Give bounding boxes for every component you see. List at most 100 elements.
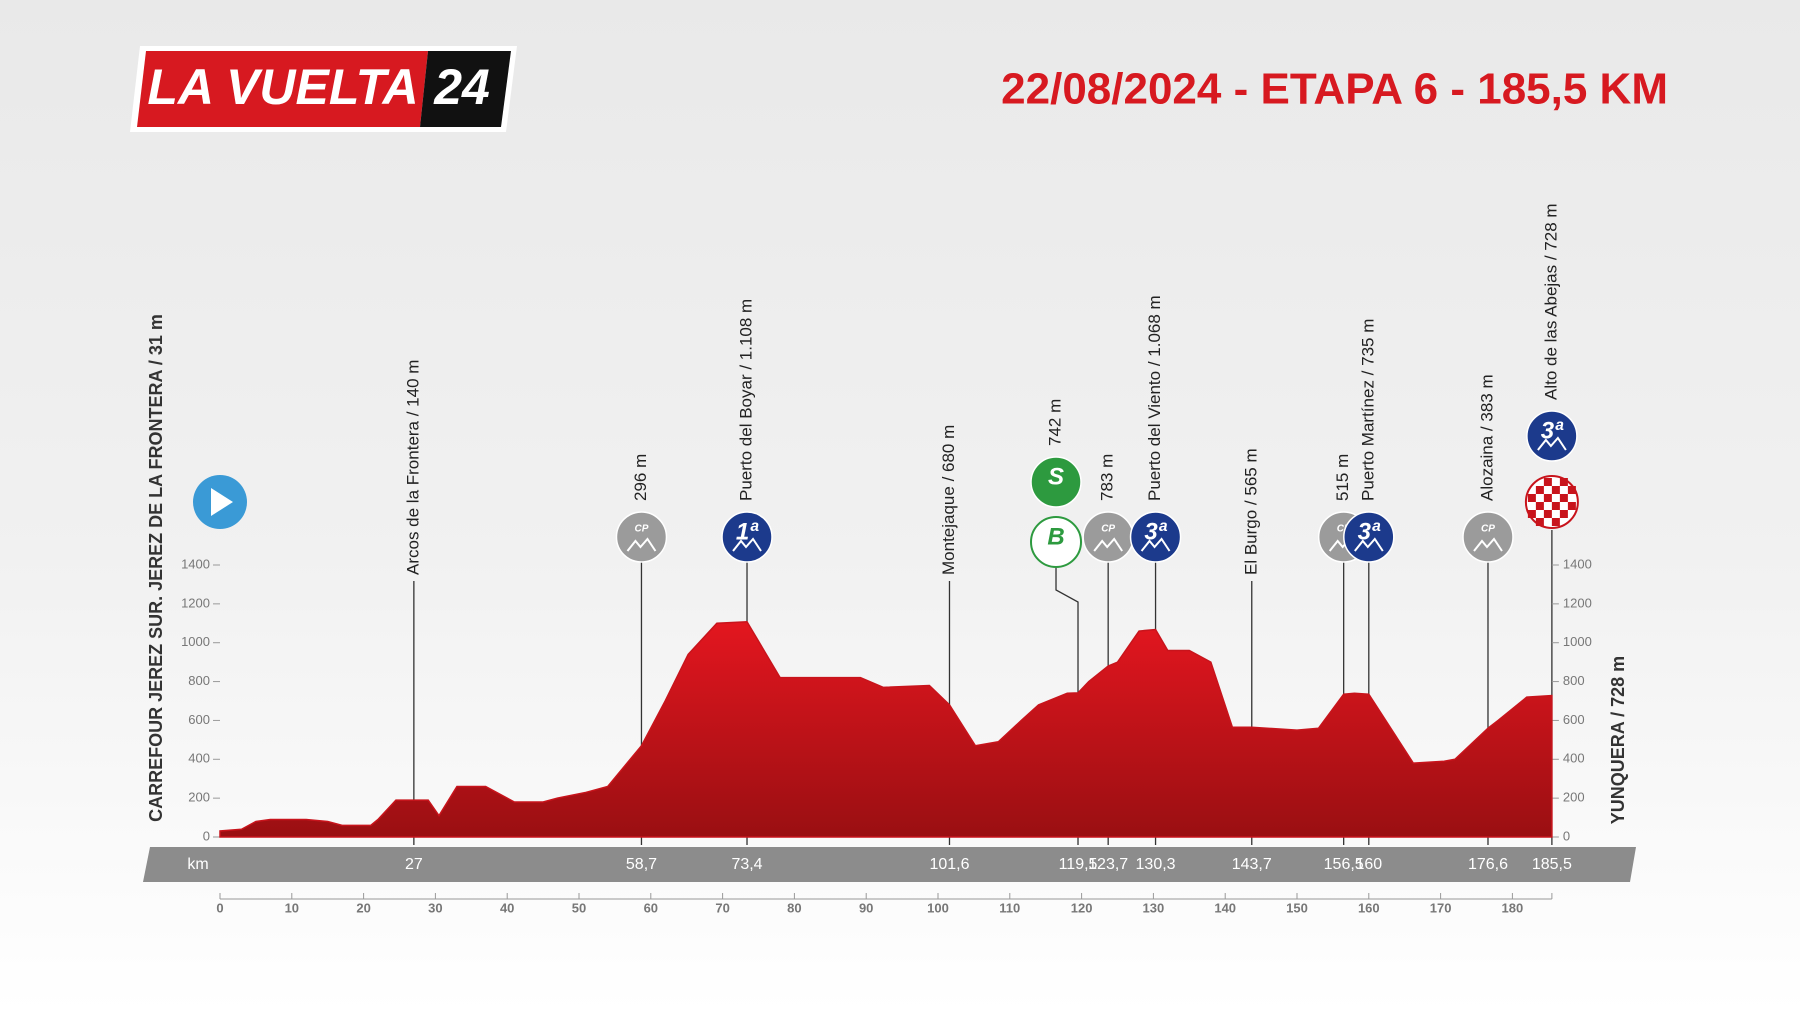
logo-name: LA VUELTA [147, 59, 418, 115]
flag-square [1543, 478, 1552, 486]
x-tick-label: 90 [859, 900, 873, 915]
badge: CP [615, 511, 668, 563]
start-label: CARREFOUR JEREZ SUR. JEREZ DE LA FRONTER… [146, 314, 166, 822]
y-tick-label-right: 1400 [1563, 556, 1592, 571]
flag-square [1551, 486, 1560, 494]
badge-circle [1030, 516, 1083, 568]
y-tick-label-right: 400 [1563, 751, 1585, 766]
flag-square [1559, 494, 1568, 502]
badge: CP [1462, 511, 1514, 563]
badge-text: CP [1101, 524, 1115, 535]
x-tick-label: 120 [1071, 900, 1093, 915]
flag-square [1543, 510, 1552, 518]
flag-square [1559, 510, 1568, 518]
badge-text: S [1048, 463, 1064, 490]
badge-mountain [626, 537, 657, 552]
x-tick-label: 60 [644, 900, 658, 915]
point-label: 783 m [1098, 454, 1117, 501]
point-label: 296 m [631, 454, 650, 501]
point-label: Puerto Martínez / 735 m [1358, 319, 1377, 501]
x-tick-label: 70 [715, 900, 729, 915]
point-label: Puerto del Boyar / 1.108 m [736, 299, 755, 501]
badge-mountain [1140, 537, 1171, 552]
y-tick-label-right: 1200 [1563, 595, 1592, 610]
x-tick-label: 110 [999, 900, 1020, 915]
flag-square [1527, 510, 1536, 518]
chart-title: 22/08/2024 - ETAPA 6 - 185,5 KM [1001, 65, 1668, 114]
badge: B [1030, 516, 1083, 568]
y-tick-label: 1200 [181, 595, 210, 610]
badge-mountain [1537, 436, 1567, 451]
point-label: El Burgo / 565 m [1241, 448, 1260, 575]
flag-square [1551, 502, 1560, 510]
km-label: 73,4 [731, 856, 762, 873]
badge: 3ª [1343, 511, 1395, 563]
y-tick-label-right: 200 [1563, 790, 1585, 805]
flag-square [1535, 486, 1544, 494]
badge-circle [1030, 456, 1082, 508]
km-label: 130,3 [1136, 856, 1176, 873]
badge-text: CP [1481, 524, 1495, 535]
logo-black [420, 51, 511, 127]
x-tick-label: 10 [285, 900, 299, 915]
logo-red [137, 51, 428, 127]
badge: 1ª [721, 511, 773, 563]
badge: 3ª [1526, 410, 1578, 462]
badge-circle [615, 511, 668, 563]
x-tick-label: 130 [1143, 900, 1165, 915]
finish-flag [1524, 475, 1579, 529]
x-tick-label: 80 [787, 900, 801, 915]
point-label: Alto de las Abejas / 728 m [1541, 203, 1560, 400]
badge: S [1030, 456, 1082, 508]
elevation-area [219, 620, 1553, 838]
y-tick-label-right: 800 [1563, 673, 1585, 688]
flag-square [1543, 494, 1552, 502]
point-label: Arcos de la Frontera / 140 m [403, 360, 422, 575]
flag-square [1535, 518, 1544, 526]
badge-circle [1082, 511, 1134, 563]
flag-square [1551, 518, 1560, 526]
km-label: 123,7 [1088, 856, 1128, 873]
point-label: Montejaque / 680 m [939, 425, 958, 575]
y-tick-label: 1000 [181, 634, 210, 649]
y-tick-label-right: 600 [1563, 712, 1585, 727]
point-label: 515 m [1333, 454, 1352, 501]
badge-text: CP [635, 524, 649, 535]
flag-square [1567, 502, 1576, 510]
flag-square [1535, 502, 1544, 510]
x-tick-label: 140 [1214, 900, 1236, 915]
flag-square [1527, 494, 1536, 502]
logo: LA VUELTA 24 [130, 46, 517, 132]
x-tick-label: 180 [1502, 900, 1524, 915]
point-label: Alozaina / 383 m [1477, 374, 1496, 501]
km-label: 119,5 [1059, 856, 1098, 873]
km-band [143, 847, 1636, 882]
badge-mountain [1473, 537, 1503, 552]
x-tick-label: 20 [356, 900, 370, 915]
start-icon [193, 475, 247, 529]
y-tick-label-right: 1000 [1563, 634, 1592, 649]
badge-mountain [1354, 537, 1384, 552]
badge-text: CP [1337, 524, 1351, 535]
finish-label: YUNQUERA / 728 m [1608, 656, 1628, 824]
y-tick-label: 200 [188, 790, 210, 805]
flag-square [1567, 486, 1576, 494]
x-tick-label: 100 [927, 900, 949, 915]
y-tick-label: 800 [188, 673, 210, 688]
flag-square [1559, 478, 1568, 486]
point-label: Puerto del Viento / 1.068 m [1145, 295, 1164, 501]
badge-mountain [732, 537, 762, 552]
badge: CP [1082, 511, 1134, 563]
km-label: 143,7 [1232, 856, 1272, 873]
km-label: 27 [405, 856, 423, 873]
km-label: 185,5 [1532, 856, 1572, 873]
y-tick-label: 400 [188, 751, 210, 766]
point-label: 742 m [1045, 399, 1064, 446]
km-label: 176,6 [1468, 856, 1508, 873]
y-tick-label-right: 0 [1563, 828, 1570, 843]
badge-mountain [1093, 537, 1123, 552]
x-tick-label: 0 [216, 900, 223, 915]
